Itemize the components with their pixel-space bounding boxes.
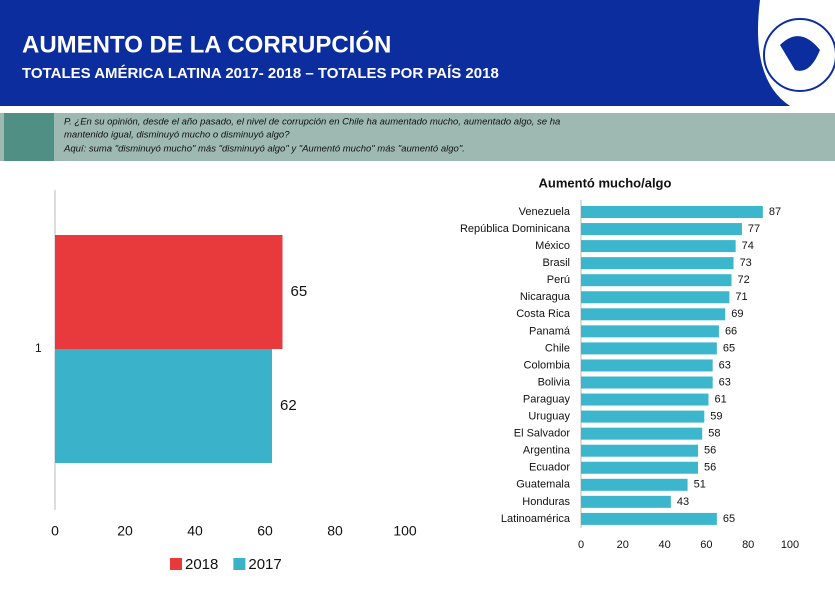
header-band <box>0 0 835 106</box>
x-tick-label: 60 <box>700 539 712 551</box>
y-tick-label: Uruguay <box>528 411 570 423</box>
y-tick-label: Costa Rica <box>516 308 571 320</box>
value-label: 71 <box>735 291 747 303</box>
y-tick-label: Chile <box>545 342 570 354</box>
value-label: 65 <box>723 342 735 354</box>
legend-swatch <box>170 558 182 570</box>
value-label: 66 <box>725 325 737 337</box>
value-label: 51 <box>694 479 706 491</box>
legend-label: 2017 <box>248 556 281 573</box>
logo-shape <box>780 36 820 71</box>
bar <box>581 478 688 491</box>
x-tick-label: 80 <box>327 523 343 539</box>
value-label: 87 <box>769 206 781 218</box>
y-tick-label: El Salvador <box>514 428 571 440</box>
x-tick-label: 0 <box>51 523 59 539</box>
legend-swatch <box>233 558 246 570</box>
bar <box>581 308 726 321</box>
y-tick-label: Nicaragua <box>520 291 571 303</box>
x-tick-label: 0 <box>578 539 584 551</box>
question-band <box>0 113 835 161</box>
x-tick-label: 20 <box>117 523 133 539</box>
bar <box>581 359 713 372</box>
y-tick-label: Latinoamérica <box>501 513 571 525</box>
y-tick-label: Honduras <box>522 496 570 508</box>
x-tick-label: 40 <box>187 523 203 539</box>
y-tick-label: Ecuador <box>529 462 570 474</box>
bar <box>55 349 272 463</box>
y-tick-label: Brasil <box>542 257 570 269</box>
value-label: 59 <box>710 411 722 423</box>
value-label: 77 <box>748 223 760 235</box>
value-label: 43 <box>677 496 689 508</box>
x-tick-label: 100 <box>393 523 417 539</box>
y-tick-label: Panamá <box>529 325 571 337</box>
value-label: 65 <box>291 283 308 300</box>
bar <box>581 274 732 287</box>
legend-label: 2018 <box>185 556 218 573</box>
bar <box>581 342 717 355</box>
title: AUMENTO DE LA CORRUPCIÓN <box>22 30 391 58</box>
y-tick-label: Perú <box>547 274 570 286</box>
value-label: 63 <box>719 376 731 388</box>
bar <box>581 376 713 389</box>
value-label: 74 <box>742 240 754 252</box>
bar <box>581 257 734 270</box>
x-tick-label: 80 <box>742 539 754 551</box>
question-line: P. ¿En su opinión, desde el año pasado, … <box>64 117 560 128</box>
value-label: 69 <box>731 308 743 320</box>
bar <box>581 512 717 525</box>
question-line: mantenido igual, disminuyó mucho o dismi… <box>64 130 290 141</box>
y-tick-label: México <box>535 240 570 252</box>
question-line: Aquí: suma "disminuyó mucho" más "dismin… <box>63 144 465 155</box>
value-label: 65 <box>723 513 735 525</box>
bar <box>581 410 705 423</box>
y-tick-label: Venezuela <box>519 206 571 218</box>
bar <box>581 206 763 218</box>
chart-title: Aumentó mucho/algo <box>539 175 672 190</box>
y-tick-label: Argentina <box>523 445 571 457</box>
bar <box>581 291 730 304</box>
question-marker <box>4 113 54 161</box>
bar <box>581 495 671 508</box>
bar <box>581 393 709 406</box>
y-tick-label: Guatemala <box>516 479 571 491</box>
value-label: 73 <box>740 257 752 269</box>
value-label: 72 <box>737 274 749 286</box>
x-tick-label: 20 <box>617 539 629 551</box>
bar <box>581 461 699 474</box>
bar <box>581 223 742 236</box>
subtitle: TOTALES AMÉRICA LATINA 2017- 2018 – TOTA… <box>22 65 499 82</box>
bar <box>581 240 736 253</box>
bar <box>581 427 703 440</box>
value-label: 61 <box>714 393 726 405</box>
value-label: 63 <box>719 359 731 371</box>
y-tick-label: República Dominicana <box>460 223 571 235</box>
x-tick-label: 60 <box>257 523 273 539</box>
value-label: 56 <box>704 462 716 474</box>
y-tick-label: Colombia <box>524 359 571 371</box>
bar <box>55 235 283 349</box>
bar <box>581 444 699 457</box>
value-label: 56 <box>704 445 716 457</box>
bar <box>581 325 719 338</box>
value-label: 58 <box>708 428 720 440</box>
y-tick-label: 1 <box>35 341 42 355</box>
y-tick-label: Paraguay <box>523 393 571 405</box>
y-tick-label: Bolivia <box>538 376 571 388</box>
x-tick-label: 40 <box>658 539 670 551</box>
value-label: 62 <box>280 397 297 414</box>
x-tick-label: 100 <box>781 539 799 551</box>
